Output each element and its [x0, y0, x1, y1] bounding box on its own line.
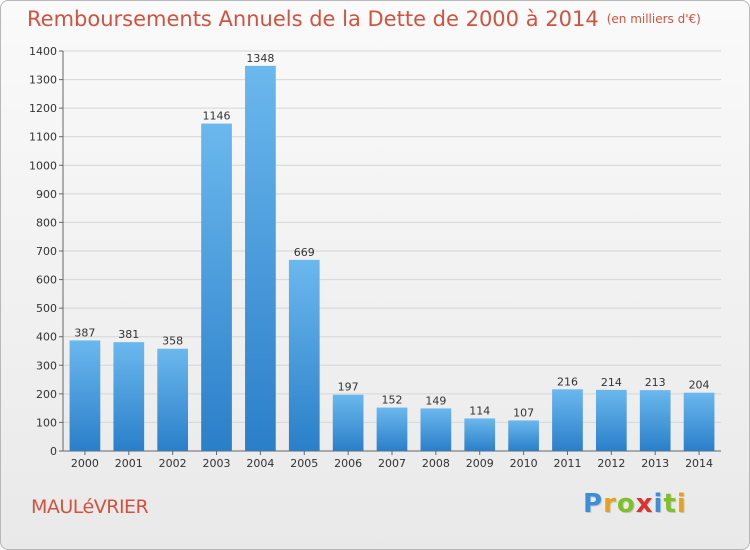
bar	[201, 123, 232, 452]
bar	[595, 389, 627, 451]
value-label: 197	[338, 381, 359, 394]
x-tick-label: 2005	[290, 457, 318, 470]
x-tick-label: 2000	[71, 457, 99, 470]
x-tick-label: 2001	[115, 457, 143, 470]
logo-letter: t	[663, 489, 677, 519]
logo-letter: i	[676, 489, 687, 519]
bar	[288, 259, 320, 451]
value-label: 204	[689, 379, 710, 392]
x-tick-label: 2003	[203, 457, 231, 470]
y-tick-label: 300	[36, 359, 57, 372]
chart-title-text: Remboursements Annuels de la Dette de 20…	[27, 7, 599, 31]
x-tick-label: 2014	[685, 457, 713, 470]
value-label: 358	[162, 335, 183, 348]
value-label: 387	[74, 326, 95, 339]
bar	[332, 394, 364, 451]
bar	[683, 392, 715, 451]
y-tick-label: 600	[36, 274, 57, 287]
y-tick-label: 1200	[29, 102, 57, 115]
logo-letter: r	[603, 489, 617, 519]
y-tick-label: 700	[36, 245, 57, 258]
y-tick-label: 800	[36, 216, 57, 229]
value-label: 214	[601, 376, 622, 389]
bar	[113, 342, 145, 451]
y-tick-label: 1100	[29, 131, 57, 144]
bar	[639, 390, 671, 451]
value-label: 669	[294, 246, 315, 259]
value-labels: 387 381 358 1146 1348 669 197 152 149 114 107 216 21…	[74, 52, 709, 420]
bars	[69, 65, 715, 452]
x-tick-label: 2011	[553, 457, 581, 470]
x-tick-label: 2012	[597, 457, 625, 470]
y-tick-label: 400	[36, 331, 57, 344]
y-tick-label: 200	[36, 388, 57, 401]
value-label: 152	[382, 394, 403, 407]
x-tick-label: 2009	[466, 457, 494, 470]
y-tick-label: 0	[50, 445, 57, 458]
value-label: 1146	[203, 110, 231, 123]
bar	[69, 340, 101, 451]
value-label: 216	[557, 375, 578, 388]
y-tick-label: 500	[36, 302, 57, 315]
logo-letter: P	[583, 489, 604, 519]
bar	[552, 389, 583, 451]
logo-letter: i	[653, 489, 664, 519]
bar	[508, 420, 539, 451]
x-tick-label: 2013	[641, 457, 669, 470]
x-tick-label: 2010	[510, 457, 538, 470]
value-label: 1348	[246, 52, 274, 65]
bar	[376, 407, 408, 451]
unit-label: (en milliers d'€)	[606, 12, 701, 26]
y-tick-labels: 0 100 200 300 400 500 600 700 800 900 1000 1100 1200…	[29, 45, 57, 458]
y-tick-label: 1000	[29, 159, 57, 172]
bar	[420, 408, 452, 451]
proxiti-logo: Proxiti	[583, 489, 687, 519]
y-tick-label: 100	[36, 416, 57, 429]
x-tick-label: 2008	[422, 457, 450, 470]
value-label: 381	[118, 328, 139, 341]
value-label: 149	[425, 394, 446, 407]
bar	[157, 348, 189, 451]
x-tick-label: 2004	[246, 457, 274, 470]
bar	[245, 65, 276, 451]
bar	[464, 418, 496, 451]
y-tick-label: 1300	[29, 74, 57, 87]
x-tick-labels: 2000 2001 2002 2003 2004 2005 2006 2007 2008 2009…	[71, 457, 713, 470]
x-tick-label: 2007	[378, 457, 406, 470]
y-tick-label: 1400	[29, 45, 57, 58]
y-tick-label: 900	[36, 188, 57, 201]
chart-title: Remboursements Annuels de la Dette de 20…	[27, 7, 701, 31]
value-label: 213	[645, 376, 666, 389]
x-tick-label: 2002	[159, 457, 187, 470]
logo-letter: o	[616, 489, 636, 519]
x-tick-label: 2006	[334, 457, 362, 470]
value-label: 107	[513, 406, 534, 419]
logo-letter: x	[635, 489, 654, 519]
commune-name: MAULéVRIER	[31, 496, 149, 518]
value-label: 114	[469, 404, 490, 417]
